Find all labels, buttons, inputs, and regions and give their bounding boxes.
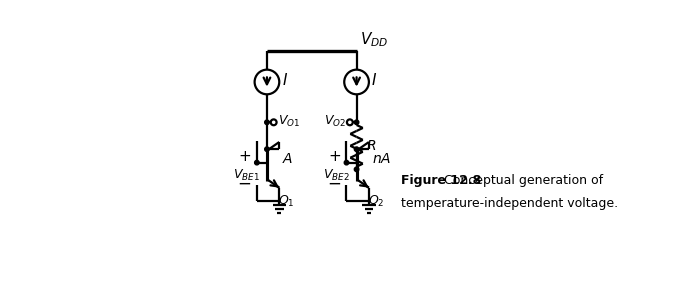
Circle shape (354, 120, 359, 125)
Text: $V_{BE1}$: $V_{BE1}$ (234, 168, 260, 183)
Circle shape (271, 119, 277, 125)
Text: $-$: $-$ (327, 174, 341, 192)
Text: $V_{O1}$: $V_{O1}$ (278, 113, 300, 129)
Circle shape (264, 120, 269, 125)
Text: $R$: $R$ (365, 139, 376, 153)
Text: $I$: $I$ (282, 72, 288, 88)
Text: $A$: $A$ (282, 152, 293, 166)
Text: $V_{BE2}$: $V_{BE2}$ (323, 168, 350, 183)
Text: $Q_2$: $Q_2$ (368, 194, 384, 209)
Circle shape (347, 119, 352, 125)
Text: Conceptual generation of: Conceptual generation of (436, 174, 603, 187)
Circle shape (255, 160, 259, 165)
Text: temperature-independent voltage.: temperature-independent voltage. (401, 197, 618, 210)
Circle shape (354, 167, 359, 172)
Text: $+$: $+$ (238, 149, 251, 164)
Circle shape (344, 160, 349, 165)
Text: $I$: $I$ (371, 72, 377, 88)
Text: $nA$: $nA$ (372, 152, 391, 166)
Circle shape (354, 147, 359, 151)
Circle shape (264, 147, 269, 151)
Text: $Q_1$: $Q_1$ (278, 194, 295, 209)
Text: $V_{DD}$: $V_{DD}$ (360, 31, 388, 49)
Text: $-$: $-$ (238, 174, 251, 192)
Text: $V_{O2}$: $V_{O2}$ (324, 113, 346, 129)
Text: Figure 12.8: Figure 12.8 (401, 174, 482, 187)
Text: $+$: $+$ (328, 149, 341, 164)
